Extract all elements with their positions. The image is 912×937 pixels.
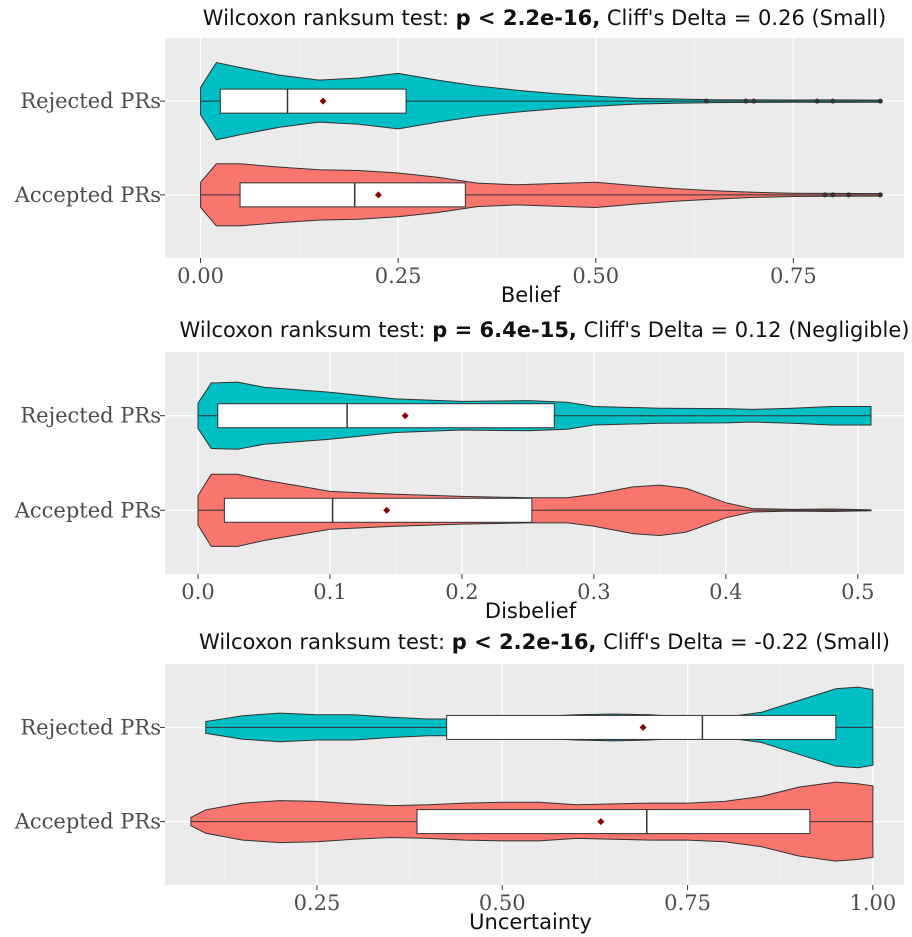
box-iqr: [239, 182, 466, 208]
category-label: Accepted PRs: [14, 810, 161, 834]
chart-title-prefix: Wilcoxon ranksum test:: [180, 318, 433, 342]
group-rejected-prs: Rejected PRs: [20, 686, 904, 769]
x-tick-label: 0.3: [577, 580, 610, 604]
chart-panel-2: Wilcoxon ranksum test: p = 6.4e-15, Clif…: [14, 318, 910, 623]
chart-title-prefix: Wilcoxon ranksum test:: [203, 6, 456, 30]
x-tick-label: 0.5: [841, 580, 874, 604]
box-iqr: [219, 88, 407, 114]
x-tick-label: 1.00: [849, 891, 896, 915]
box-iqr: [416, 809, 811, 835]
x-tick-label: 0.50: [572, 264, 619, 288]
plot-panel: [165, 352, 904, 574]
x-tick-label: 0.25: [294, 891, 341, 915]
group-accepted-prs: Accepted PRs: [14, 781, 904, 862]
chart-panel-3: Wilcoxon ranksum test: p < 2.2e-16, Clif…: [14, 630, 904, 934]
x-tick-label: 0.75: [770, 264, 817, 288]
x-axis-title: Uncertainty: [469, 910, 592, 934]
x-tick-label: 0.2: [445, 580, 478, 604]
category-label: Accepted PRs: [14, 183, 161, 207]
chart-title: Wilcoxon ranksum test: p = 6.4e-15, Clif…: [180, 318, 910, 342]
outlier-point: [877, 192, 883, 198]
mean-marker: [401, 412, 409, 420]
outlier-point: [877, 98, 883, 104]
chart-title-prefix: Wilcoxon ranksum test:: [199, 630, 452, 654]
chart-title-effect: Cliff's Delta = 0.26 (Small): [600, 6, 886, 30]
chart-title-pvalue: p < 2.2e-16,: [456, 6, 601, 30]
mean-marker: [383, 506, 391, 514]
outlier-point: [830, 192, 836, 198]
group-rejected-prs: Rejected PRs: [20, 61, 904, 141]
x-tick-label: 0.50: [479, 891, 526, 915]
category-label: Rejected PRs: [20, 715, 161, 739]
outlier-point: [822, 192, 828, 198]
outlier-point: [751, 98, 757, 104]
mean-marker: [639, 723, 647, 731]
chart-title: Wilcoxon ranksum test: p < 2.2e-16, Clif…: [203, 6, 886, 30]
mean-marker: [374, 191, 382, 199]
group-rejected-prs: Rejected PRs: [20, 381, 904, 450]
category-label: Rejected PRs: [20, 404, 161, 428]
x-tick-label: 0.00: [177, 264, 224, 288]
x-tick-label: 0.1: [313, 580, 346, 604]
chart-title-pvalue: p < 2.2e-16,: [452, 630, 597, 654]
outlier-point: [743, 98, 749, 104]
mean-marker: [319, 97, 327, 105]
group-accepted-prs: Accepted PRs: [14, 473, 904, 547]
box-iqr: [217, 403, 555, 429]
group-accepted-prs: Accepted PRs: [14, 163, 904, 227]
category-label: Accepted PRs: [14, 498, 161, 522]
x-tick-label: 0.0: [181, 580, 214, 604]
outlier-point: [846, 192, 852, 198]
x-tick-label: 0.75: [664, 891, 711, 915]
chart-title-effect: Cliff's Delta = -0.22 (Small): [596, 630, 890, 654]
chart-title-pvalue: p = 6.4e-15,: [432, 318, 577, 342]
x-axis-title: Disbelief: [485, 599, 577, 623]
category-label: Rejected PRs: [20, 89, 161, 113]
outlier-point: [703, 98, 709, 104]
chart-title-effect: Cliff's Delta = 0.12 (Negligible): [577, 318, 910, 342]
outlier-point: [814, 98, 820, 104]
x-tick-label: 0.25: [375, 264, 422, 288]
chart-title: Wilcoxon ranksum test: p < 2.2e-16, Clif…: [199, 630, 890, 654]
chart-panel-1: Wilcoxon ranksum test: p < 2.2e-16, Clif…: [14, 6, 904, 307]
x-tick-label: 0.4: [709, 580, 742, 604]
box-iqr: [223, 497, 533, 523]
outlier-point: [830, 98, 836, 104]
mean-marker: [597, 818, 605, 826]
x-axis-title: Belief: [501, 283, 561, 307]
